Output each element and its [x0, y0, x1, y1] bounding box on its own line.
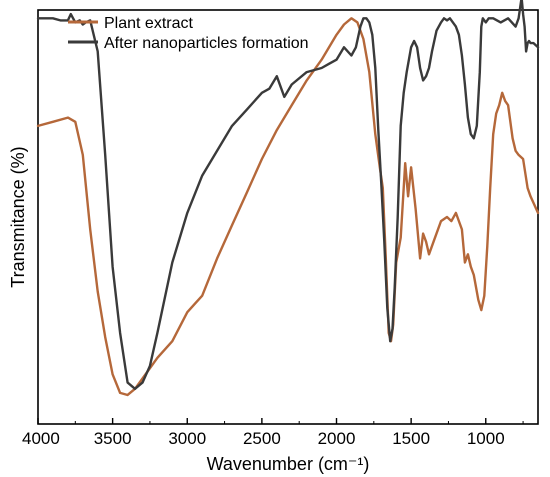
x-tick-label: 2000 — [318, 429, 356, 448]
series-line-after-nanoparticles — [36, 0, 540, 390]
legend-label: After nanoparticles formation — [104, 35, 309, 52]
x-axis: 4000 3500 3000 2500 2000 1500 1000 — [22, 418, 524, 448]
x-tick-label: 1500 — [392, 429, 430, 448]
legend-label: Plant extract — [104, 15, 193, 32]
x-axis-title: Wavenumber (cm⁻¹) — [207, 454, 370, 474]
x-tick-label: 2500 — [243, 429, 281, 448]
x-tick-label: 4000 — [22, 429, 60, 448]
x-tick-label: 1000 — [467, 429, 505, 448]
x-tick-label: 3000 — [168, 429, 206, 448]
x-tick-label: 3500 — [94, 429, 132, 448]
legend: Plant extract After nanoparticles formati… — [68, 15, 309, 52]
series-layer — [36, 0, 540, 397]
y-axis-title: Transmitance (%) — [8, 146, 28, 287]
plot-frame — [37, 9, 539, 425]
